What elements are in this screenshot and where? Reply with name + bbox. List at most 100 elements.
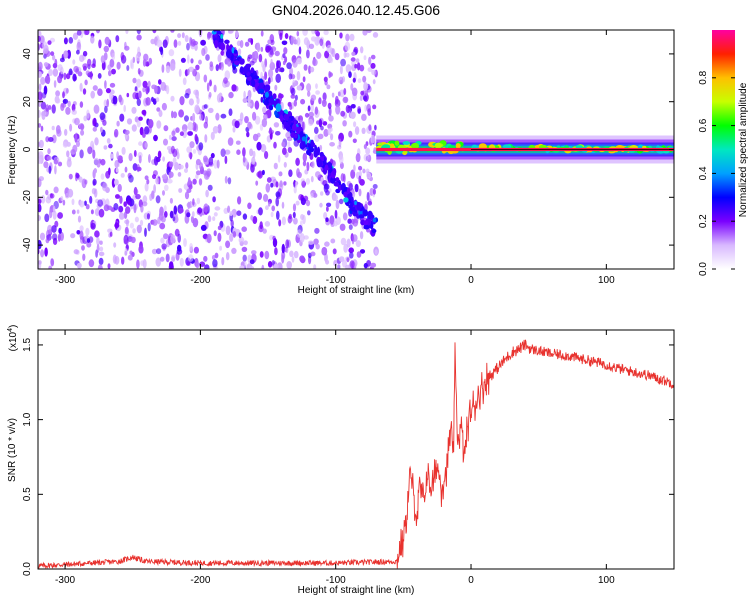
heatmap-noise-cell (310, 192, 314, 198)
heatmap-noise-cell (268, 68, 274, 78)
heatmap-noise-cell (123, 239, 129, 245)
heatmap-noise-cell (274, 84, 278, 91)
heatmap-noise-cell (125, 30, 129, 34)
heatmap-noise-cell (100, 173, 105, 180)
heatmap-noise-cell (143, 53, 149, 62)
heatmap-noise-cell (229, 211, 233, 217)
heatmap-noise-cell (271, 205, 276, 212)
heatmap-noise-cell (217, 54, 222, 63)
heatmap-diagonal-cell (264, 91, 269, 98)
heatmap-noise-cell (327, 128, 332, 136)
heatmap-noise-cell (62, 199, 66, 206)
heatmap-noise-cell (114, 160, 119, 169)
heatmap-noise-cell (177, 33, 182, 39)
heatmap-noise-cell (352, 77, 356, 83)
heatmap-noise-cell (357, 78, 362, 84)
heatmap-noise-cell (225, 225, 231, 236)
heatmap-noise-cell (91, 63, 96, 68)
heatmap-noise-cell (111, 52, 116, 61)
heatmap-noise-cell (318, 119, 323, 128)
heatmap-noise-cell (319, 144, 323, 152)
heatmap-noise-cell (88, 259, 95, 268)
heatmap-noise-cell (153, 134, 158, 142)
heatmap-noise-cell (109, 231, 113, 237)
heatmap-noise-cell (156, 248, 162, 255)
heatmap-noise-cell (89, 195, 93, 204)
heatmap-noise-cell (192, 149, 197, 154)
heatmap-noise-cell (208, 156, 214, 166)
heatmap-noise-cell (136, 224, 142, 234)
heatmap-noise-cell (260, 30, 264, 37)
heatmap-noise-cell (38, 178, 42, 188)
heatmap-noise-cell (181, 32, 185, 39)
heatmap-noise-cell (159, 256, 165, 262)
heatmap-noise-cell (314, 126, 319, 134)
heatmap-diagonal-cell (293, 133, 298, 139)
heatmap-noise-cell (124, 250, 128, 256)
heatmap-noise-cell (223, 77, 228, 84)
heatmap-noise-cell (310, 251, 316, 257)
heatmap-noise-cell (236, 210, 242, 216)
heatmap-diagonal-cell (310, 139, 314, 147)
heatmap-noise-cell (249, 148, 254, 157)
heatmap-diagonal-cell (354, 200, 358, 206)
heatmap-noise-cell (224, 175, 228, 184)
heatmap-diagonal-cell (313, 149, 319, 158)
heatmap-noise-cell (215, 64, 219, 72)
heatmap-noise-cell (205, 54, 210, 61)
heatmap-diagonal-cell (224, 39, 230, 44)
heatmap-noise-cell (370, 134, 376, 144)
heatmap-noise-cell (170, 234, 176, 244)
heatmap-noise-cell (213, 84, 217, 93)
heatmap-noise-cell (138, 155, 142, 164)
heatmap-noise-cell (206, 82, 210, 92)
heatmap-noise-cell (144, 182, 149, 192)
heatmap-noise-cell (92, 149, 96, 159)
heatmap-diagonal-cell (258, 82, 265, 88)
heatmap-noise-cell (246, 131, 250, 138)
heatmap-noise-cell (79, 200, 85, 208)
heatmap-noise-cell (372, 188, 376, 195)
heatmap-noise-cell (237, 48, 242, 56)
heatmap-noise-cell (223, 207, 229, 214)
heatmap-noise-cell (148, 154, 151, 163)
heatmap-noise-cell (188, 98, 194, 106)
heatmap-noise-cell (234, 120, 240, 129)
heatmap-noise-cell (77, 215, 82, 223)
heatmap-noise-cell (162, 190, 165, 196)
heatmap-noise-cell (138, 90, 142, 99)
heatmap-noise-cell (138, 116, 143, 121)
heatmap-noise-cell (46, 155, 52, 161)
heatmap-noise-cell (117, 183, 122, 193)
heatmap-noise-cell (184, 115, 189, 122)
heatmap-noise-cell (45, 189, 49, 196)
heatmap-zero-cell (502, 144, 512, 150)
heatmap-noise-cell (113, 203, 119, 211)
heatmap-diagonal-cell (274, 110, 278, 116)
heatmap-noise-cell (132, 228, 136, 234)
heatmap-noise-cell (49, 206, 54, 213)
heatmap-noise-cell (45, 237, 50, 244)
heatmap-noise-cell (268, 77, 271, 85)
heatmap-diagonal-cell (324, 164, 329, 171)
heatmap-noise-cell (227, 205, 231, 213)
heatmap-noise-cell (96, 236, 100, 246)
heatmap-noise-cell (267, 201, 271, 207)
heatmap-noise-cell (247, 96, 251, 103)
heatmap-noise-cell (243, 240, 248, 246)
heatmap-noise-cell (121, 146, 126, 155)
heatmap-noise-cell (71, 209, 76, 215)
heatmap-noise-cell (336, 263, 341, 269)
heatmap-noise-cell (298, 46, 302, 55)
heatmap-noise-cell (134, 86, 138, 92)
heatmap-noise-cell (299, 255, 305, 263)
heatmap-noise-cell (161, 102, 167, 111)
heatmap-noise-cell (270, 211, 274, 218)
heatmap-noise-cell (268, 49, 274, 58)
heatmap-diagonal-cell (372, 218, 377, 223)
snr-plot-frame (37, 329, 675, 570)
heatmap-noise-cell (57, 64, 63, 72)
heatmap-noise-cell (38, 83, 42, 91)
heatmap-noise-cell (151, 96, 154, 102)
heatmap-noise-cell (342, 120, 347, 127)
